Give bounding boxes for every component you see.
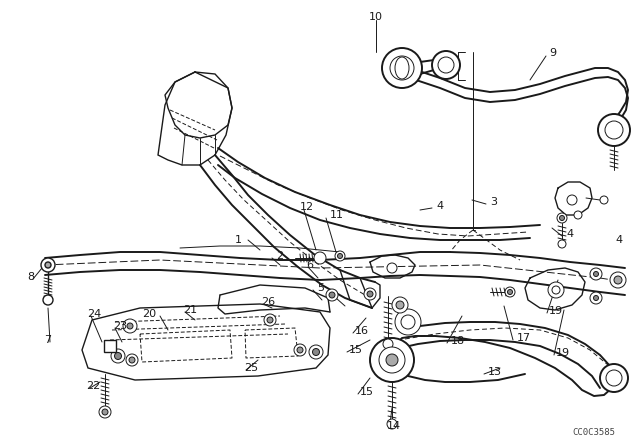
Circle shape [312, 349, 319, 356]
Bar [104, 340, 116, 352]
Circle shape [102, 409, 108, 415]
Circle shape [335, 251, 345, 261]
Circle shape [610, 272, 626, 288]
Circle shape [614, 276, 622, 284]
Circle shape [364, 288, 376, 300]
Polygon shape [82, 304, 330, 380]
Text: CC0C3585: CC0C3585 [572, 427, 615, 436]
Circle shape [401, 315, 415, 329]
Circle shape [606, 370, 622, 386]
Circle shape [126, 354, 138, 366]
Circle shape [267, 317, 273, 323]
Text: 13: 13 [488, 367, 502, 377]
Polygon shape [158, 72, 232, 165]
Circle shape [438, 57, 454, 73]
Text: 4: 4 [615, 235, 622, 245]
Circle shape [337, 254, 342, 258]
Text: 12: 12 [300, 202, 314, 212]
Text: 22: 22 [86, 381, 100, 391]
Text: 20: 20 [142, 309, 156, 319]
Text: 15: 15 [360, 387, 374, 397]
Circle shape [43, 295, 53, 305]
Ellipse shape [395, 57, 409, 79]
Text: 11: 11 [330, 210, 344, 220]
Circle shape [99, 406, 111, 418]
Circle shape [386, 354, 398, 366]
Text: 15: 15 [349, 345, 363, 355]
Circle shape [379, 347, 405, 373]
Circle shape [590, 268, 602, 280]
Text: 18: 18 [451, 336, 465, 346]
Circle shape [600, 196, 608, 204]
Circle shape [382, 48, 422, 88]
Text: 1: 1 [235, 235, 242, 245]
Circle shape [396, 301, 404, 309]
Circle shape [123, 319, 137, 333]
Circle shape [115, 353, 122, 359]
Text: 19: 19 [556, 348, 570, 358]
Circle shape [505, 287, 515, 297]
Circle shape [370, 338, 414, 382]
Circle shape [605, 121, 623, 139]
Text: 6: 6 [306, 260, 313, 270]
Circle shape [294, 344, 306, 356]
Text: 7: 7 [44, 335, 51, 345]
Text: 26: 26 [261, 297, 275, 307]
Text: 9: 9 [549, 48, 556, 58]
Circle shape [309, 345, 323, 359]
Circle shape [598, 114, 630, 146]
Text: 3: 3 [490, 197, 497, 207]
Text: 2: 2 [276, 251, 283, 261]
Text: 10: 10 [369, 12, 383, 22]
Circle shape [127, 323, 133, 329]
Text: 4: 4 [566, 229, 573, 239]
Text: 19: 19 [549, 306, 563, 316]
Text: 21: 21 [183, 305, 197, 315]
Circle shape [297, 347, 303, 353]
Circle shape [387, 419, 397, 429]
Circle shape [314, 252, 326, 264]
Circle shape [548, 282, 564, 298]
Circle shape [387, 263, 397, 273]
Circle shape [567, 195, 577, 205]
Circle shape [326, 289, 338, 301]
Text: 16: 16 [355, 326, 369, 336]
Circle shape [508, 289, 513, 294]
Text: 23: 23 [113, 321, 127, 331]
Text: 25: 25 [244, 363, 258, 373]
Circle shape [600, 364, 628, 392]
Circle shape [552, 286, 560, 294]
Circle shape [45, 262, 51, 268]
Circle shape [574, 211, 582, 219]
Circle shape [367, 291, 373, 297]
Circle shape [557, 213, 567, 223]
Text: 17: 17 [517, 333, 531, 343]
Circle shape [392, 297, 408, 313]
Text: 4: 4 [436, 201, 443, 211]
Circle shape [111, 349, 125, 363]
Circle shape [559, 215, 564, 220]
Text: 14: 14 [387, 421, 401, 431]
Circle shape [390, 56, 414, 80]
Circle shape [383, 339, 393, 349]
Circle shape [41, 258, 55, 272]
Circle shape [593, 296, 598, 301]
Circle shape [129, 357, 135, 363]
Text: 8: 8 [27, 272, 34, 282]
Circle shape [432, 51, 460, 79]
Text: 24: 24 [87, 309, 101, 319]
Circle shape [264, 314, 276, 326]
Circle shape [590, 292, 602, 304]
Circle shape [329, 292, 335, 298]
Circle shape [558, 240, 566, 248]
Circle shape [395, 309, 421, 335]
Circle shape [593, 271, 598, 276]
Text: 5: 5 [317, 283, 324, 293]
